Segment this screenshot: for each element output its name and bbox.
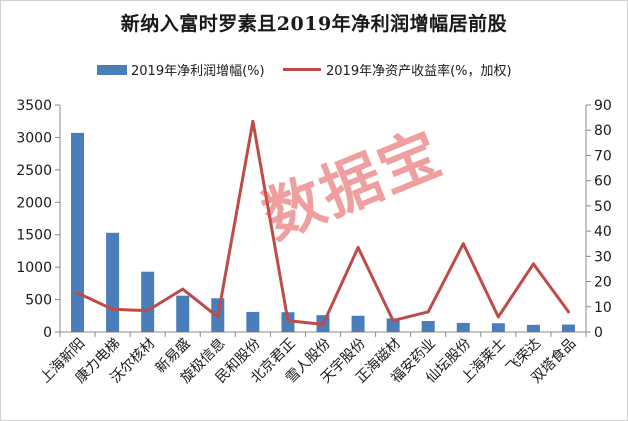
bar <box>421 320 435 332</box>
line-point <box>356 246 360 250</box>
bar <box>386 318 400 332</box>
line-point <box>321 322 325 326</box>
left-tick-label: 2000 <box>16 195 52 211</box>
right-tick-label: 50 <box>594 199 612 215</box>
line-point <box>531 262 535 266</box>
right-tick-label: 60 <box>594 174 612 190</box>
line-point <box>251 119 255 123</box>
legend-line-swatch <box>283 68 321 71</box>
legend: 2019年净利润增幅(%) 2019年净资产收益率(%，加权) <box>0 60 628 79</box>
bar <box>246 311 260 332</box>
bar <box>561 324 575 332</box>
legend-item-bar: 2019年净利润增幅(%) <box>97 60 265 79</box>
left-tick-label: 3500 <box>16 98 52 114</box>
bar <box>526 324 540 332</box>
bar <box>71 132 85 332</box>
right-tick-label: 30 <box>594 249 612 265</box>
legend-label-bar: 2019年净利润增幅(%) <box>131 64 265 79</box>
right-tick-label: 10 <box>594 300 612 316</box>
legend-label-line: 2019年净资产收益率(%，加权) <box>326 64 512 79</box>
right-tick-label: 0 <box>594 325 603 341</box>
line-point <box>111 307 115 311</box>
legend-bar-swatch <box>97 64 127 75</box>
left-tick-label: 500 <box>25 293 52 309</box>
bar <box>141 271 155 332</box>
right-tick-label: 20 <box>594 275 612 291</box>
right-tick-label: 40 <box>594 224 612 240</box>
line-point <box>461 242 465 246</box>
line-point <box>76 291 80 295</box>
left-tick-label: 2500 <box>16 163 52 179</box>
right-tick-label: 80 <box>594 123 612 139</box>
line-point <box>181 287 185 291</box>
line-point <box>496 315 500 319</box>
line-point <box>426 310 430 314</box>
left-tick-label: 3000 <box>16 130 52 146</box>
line-point <box>566 310 570 314</box>
line-point <box>286 319 290 323</box>
bar <box>106 232 120 332</box>
bar <box>351 315 365 332</box>
line-point <box>216 315 220 319</box>
right-tick-label: 90 <box>594 98 612 114</box>
line-point <box>146 309 150 313</box>
legend-item-line: 2019年净资产收益率(%，加权) <box>283 60 512 79</box>
bar <box>176 295 190 332</box>
left-tick-label: 1500 <box>16 228 52 244</box>
bar <box>491 323 505 332</box>
left-tick-label: 1000 <box>16 260 52 276</box>
left-tick-label: 0 <box>43 325 52 341</box>
line-point <box>391 319 395 323</box>
chart-title: 新纳入富时罗素且2019年净利润增幅居前股 <box>120 13 508 35</box>
right-tick-label: 70 <box>594 148 612 164</box>
bar <box>456 322 470 332</box>
